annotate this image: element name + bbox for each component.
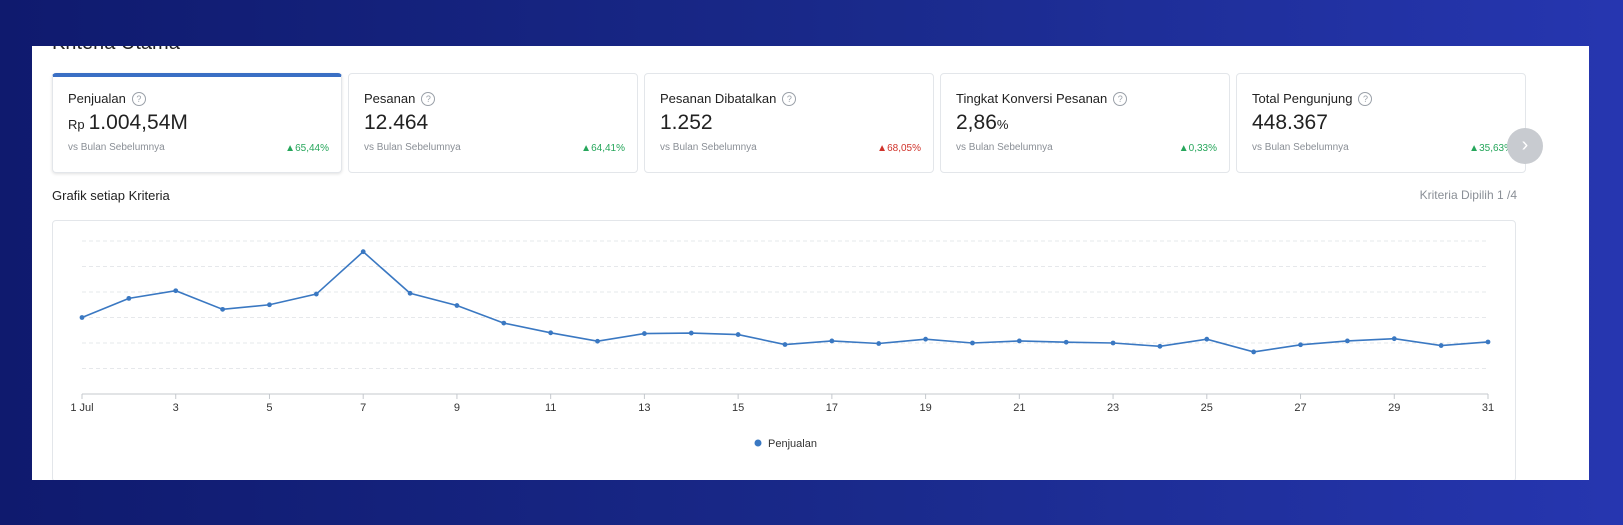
x-tick-label: 19 [919, 402, 931, 414]
data-point [1485, 339, 1491, 345]
compare-label: vs Bulan Sebelumnya [68, 142, 165, 153]
metric-cards: Penjualan? Rp 1.004,54M vs Bulan Sebelumn… [52, 73, 1582, 175]
section-title: Kriteria Utama [52, 46, 180, 55]
help-icon[interactable]: ? [1113, 92, 1128, 106]
metric-label: Pesanan? [364, 91, 436, 106]
metric-value: 2,86% [956, 111, 1009, 134]
delta-badge: ▲65,44% [285, 143, 329, 154]
help-icon[interactable]: ? [782, 92, 797, 106]
x-tick-label: 7 [360, 402, 366, 414]
data-point [548, 330, 554, 336]
data-point [1157, 343, 1163, 349]
metric-value: 1.252 [660, 111, 713, 134]
next-cards-button[interactable]: › [1507, 128, 1543, 164]
data-point [782, 342, 788, 347]
data-point [1251, 349, 1257, 355]
selected-criteria-count: Kriteria Dipilih 1 /4 [1419, 188, 1517, 202]
data-point [313, 291, 319, 297]
data-point [126, 295, 132, 301]
legend-marker [754, 439, 762, 447]
data-point [642, 331, 647, 336]
metric-label: Penjualan? [68, 91, 146, 106]
x-tick-label: 1 Jul [70, 402, 93, 414]
metric-value: 448.367 [1252, 111, 1328, 134]
delta-badge: ▲0,33% [1178, 143, 1217, 154]
data-point [267, 302, 272, 308]
metric-card-total-pengunjung[interactable]: Total Pengunjung? 448.367 vs Bulan Sebel… [1236, 73, 1526, 173]
arrow-up-icon: ▲ [1469, 143, 1480, 154]
metric-value: Rp 1.004,54M [68, 111, 188, 134]
data-point [1110, 340, 1116, 346]
delta-badge: ▲64,41% [581, 143, 625, 154]
metric-card-penjualan[interactable]: Penjualan? Rp 1.004,54M vs Bulan Sebelumn… [52, 73, 342, 173]
data-point [79, 315, 85, 320]
metric-value: 12.464 [364, 111, 429, 134]
data-point [173, 288, 179, 294]
help-icon[interactable]: ? [131, 92, 146, 106]
chevron-right-icon: › [1521, 134, 1529, 156]
metric-label: Tingkat Konversi Pesanan? [956, 91, 1128, 106]
data-point [923, 336, 928, 342]
x-tick-label: 29 [1388, 402, 1400, 414]
x-tick-label: 21 [1013, 402, 1025, 414]
data-point [1298, 342, 1303, 348]
x-tick-label: 5 [266, 402, 272, 414]
x-tick-label: 15 [732, 402, 744, 414]
x-tick-label: 23 [1107, 402, 1119, 414]
metric-label: Pesanan Dibatalkan? [660, 91, 797, 106]
compare-label: vs Bulan Sebelumnya [956, 142, 1053, 153]
metric-card-pesanan[interactable]: Pesanan? 12.464 vs Bulan Sebelumnya ▲64,… [348, 73, 638, 173]
help-icon[interactable]: ? [421, 92, 436, 106]
x-tick-label: 13 [638, 402, 650, 414]
data-point [688, 330, 694, 336]
arrow-up-icon: ▲ [285, 143, 296, 154]
x-tick-label: 25 [1201, 402, 1213, 414]
arrow-up-icon: ▲ [581, 143, 592, 154]
metric-label: Total Pengunjung? [1252, 91, 1373, 106]
x-tick-label: 9 [454, 402, 460, 414]
chart-svg: 1 Jul 3 5 7 9 11 13 15 17 19 21 23 25 27 29 31 Penjualan [70, 240, 1494, 450]
x-tick-label: 17 [826, 402, 838, 414]
data-point [220, 306, 226, 312]
legend-label: Penjualan [768, 438, 817, 450]
delta-badge: ▲68,05% [877, 143, 921, 154]
main-panel: Kriteria Utama Penjualan? Rp1.004,54M vs… [32, 46, 1589, 480]
currency-prefix: Rp [68, 117, 85, 132]
x-tick-label: 27 [1294, 402, 1306, 414]
data-point [1438, 343, 1444, 348]
percent-unit: % [996, 117, 1009, 132]
arrow-up-icon: ▲ [1178, 143, 1189, 154]
x-tick-label: 11 [545, 402, 556, 414]
data-point [501, 320, 507, 326]
data-point [1391, 336, 1397, 342]
compare-label: vs Bulan Sebelumnya [660, 142, 757, 153]
help-icon[interactable]: ? [1358, 92, 1373, 106]
data-point [454, 303, 460, 308]
data-point [970, 340, 975, 346]
metric-card-pesanan-dibatalkan[interactable]: Pesanan Dibatalkan? 1.252 vs Bulan Sebel… [644, 73, 934, 173]
data-point [1016, 338, 1022, 344]
data-point [735, 332, 741, 337]
line-chart: 1 Jul 3 5 7 9 11 13 15 17 19 21 23 25 27 29 31 Penjualan [52, 220, 1516, 480]
x-tick-label: 31 [1482, 402, 1494, 414]
data-point [1063, 339, 1069, 345]
data-point [1345, 338, 1350, 344]
data-point [876, 341, 882, 346]
x-tick-label: 3 [173, 402, 179, 414]
compare-label: vs Bulan Sebelumnya [364, 142, 461, 153]
arrow-up-icon: ▲ [877, 143, 888, 154]
delta-badge: ▲35,63% [1469, 143, 1513, 154]
data-point [360, 249, 366, 255]
data-point [595, 338, 600, 344]
data-point [829, 338, 835, 344]
data-point [407, 290, 413, 296]
data-point [1204, 336, 1210, 342]
metric-card-tingkat-konversi[interactable]: Tingkat Konversi Pesanan? 2,86% vs Bulan… [940, 73, 1230, 173]
chart-title: Grafik setiap Kriteria [52, 188, 170, 203]
compare-label: vs Bulan Sebelumnya [1252, 142, 1349, 153]
